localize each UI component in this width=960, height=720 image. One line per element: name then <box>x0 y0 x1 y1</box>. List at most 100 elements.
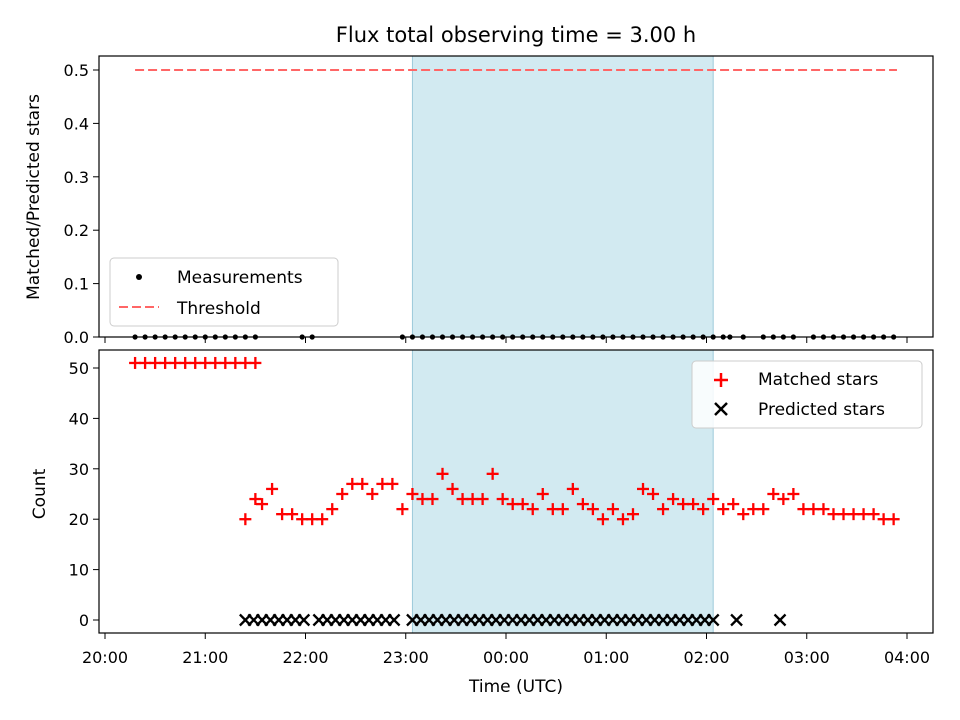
matched-star-point <box>887 513 900 526</box>
matched-star-point <box>159 356 172 369</box>
matched-star-point <box>239 356 252 369</box>
matched-star-point <box>496 493 509 506</box>
matched-star-point <box>356 477 369 490</box>
bottom-y-tick-label: 40 <box>69 409 89 428</box>
matched-star-point <box>256 498 269 511</box>
bottom-y-tick-label: 50 <box>69 359 89 378</box>
matched-star-point <box>276 508 289 521</box>
bottom-y-tick-label: 10 <box>69 561 89 580</box>
matched-star-point <box>757 503 770 516</box>
matched-star-point <box>169 356 182 369</box>
matched-star-point <box>586 503 599 516</box>
legend-matched-label: Matched stars <box>758 370 878 390</box>
bottom-y-tick-label: 30 <box>69 460 89 479</box>
matched-star-point <box>396 503 409 516</box>
matched-star-point <box>787 488 800 500</box>
bottom-x-axis-label: Time (UTC) <box>468 677 563 697</box>
matched-star-point <box>129 356 142 369</box>
bottom-x-tick-label: 03:00 <box>784 648 830 667</box>
bottom-x-tick-label: 22:00 <box>282 648 328 667</box>
legend-predicted-marker <box>714 402 728 416</box>
matched-star-point <box>266 482 279 495</box>
matched-star-point <box>576 498 589 511</box>
matched-star-point <box>657 503 670 516</box>
matched-star-point <box>817 503 830 516</box>
bottom-x-tick-label: 21:00 <box>182 648 228 667</box>
matched-star-point <box>336 488 349 500</box>
matched-star-point <box>626 508 639 521</box>
matched-star-point <box>526 503 539 516</box>
matched-star-point <box>229 356 242 369</box>
legend-matched-marker <box>714 373 728 387</box>
bottom-x-tick-label: 23:00 <box>383 648 429 667</box>
matched-star-point <box>606 503 619 516</box>
matched-star-point <box>857 508 870 521</box>
top-panel: Flux total observing time = 3.00 h 0.00.… <box>24 23 934 347</box>
legend-measurements-marker <box>136 274 142 280</box>
legend-measurements-label: Measurements <box>177 268 303 288</box>
bottom-x-ticks: 20:00 21:00 22:00 23:00 00:00 01:00 02:00 03:00… <box>82 633 930 667</box>
matched-star-point <box>456 493 469 506</box>
bottom-y-ticks: 0 10 20 30 40 50 <box>69 359 99 630</box>
legend-threshold-label: Threshold <box>176 299 261 319</box>
matched-star-point <box>697 503 710 516</box>
matched-star-point <box>737 508 750 521</box>
matched-star-point <box>249 493 262 506</box>
matched-star-point <box>249 356 262 369</box>
matched-star-point <box>747 503 760 516</box>
matched-star-point <box>596 513 609 526</box>
matched-star-point <box>316 513 329 526</box>
matched-star-point <box>326 503 339 516</box>
matched-star-point <box>346 477 359 490</box>
matched-star-point <box>436 467 449 480</box>
matched-star-point <box>566 482 579 495</box>
matched-star-point <box>516 498 529 511</box>
matched-star-point <box>637 482 650 495</box>
matched-star-point <box>797 503 810 516</box>
matched-star-point <box>767 488 780 500</box>
legend-predicted-label: Predicted stars <box>758 400 885 420</box>
top-y-tick-label: 0.2 <box>64 221 89 240</box>
bottom-x-tick-label: 00:00 <box>483 648 529 667</box>
bottom-shaded-region <box>411 349 714 634</box>
matched-star-point <box>667 493 680 506</box>
matched-star-point <box>366 488 379 500</box>
matched-star-point <box>486 467 499 480</box>
matched-star-point <box>179 356 192 369</box>
matched-star-point <box>199 356 212 369</box>
matched-star-point <box>837 508 850 521</box>
matched-star-point <box>877 513 890 526</box>
top-y-tick-label: 0.3 <box>64 168 89 187</box>
matched-star-point <box>777 493 790 506</box>
matched-star-point <box>727 498 740 511</box>
matched-star-point <box>219 356 232 369</box>
bottom-x-tick-label: 02:00 <box>683 648 729 667</box>
bottom-plot-frame <box>98 349 934 634</box>
bottom-x-tick-label: 01:00 <box>583 648 629 667</box>
top-legend-box <box>109 257 339 327</box>
top-y-axis-label: Matched/Predicted stars <box>24 94 44 300</box>
top-y-tick-label: 0.0 <box>64 328 89 347</box>
bottom-panel: 0 10 20 30 40 50 20:00 21:00 22:00 23:00 00:00 01:… <box>30 349 934 697</box>
predicted-star-point <box>706 613 720 627</box>
bottom-y-tick-label: 20 <box>69 510 89 529</box>
matched-star-point <box>536 488 549 500</box>
matched-star-point <box>556 503 569 516</box>
matched-star-point <box>286 508 299 521</box>
matched-star-point <box>426 493 439 506</box>
matched-star-point <box>306 513 319 526</box>
top-y-tick-label: 0.1 <box>64 275 89 294</box>
predicted-star-point <box>773 613 787 627</box>
matched-star-point <box>139 356 152 369</box>
bottom-legend-box <box>691 360 923 429</box>
matched-star-point <box>546 503 559 516</box>
matched-star-point <box>707 493 720 506</box>
matched-star-point <box>647 488 660 500</box>
matched-star-point <box>827 508 840 521</box>
matched-star-point <box>386 477 399 490</box>
top-legend: Measurements Threshold <box>109 257 339 327</box>
matched-star-point <box>416 493 429 506</box>
bottom-marks <box>129 356 900 627</box>
matched-star-point <box>239 513 252 526</box>
